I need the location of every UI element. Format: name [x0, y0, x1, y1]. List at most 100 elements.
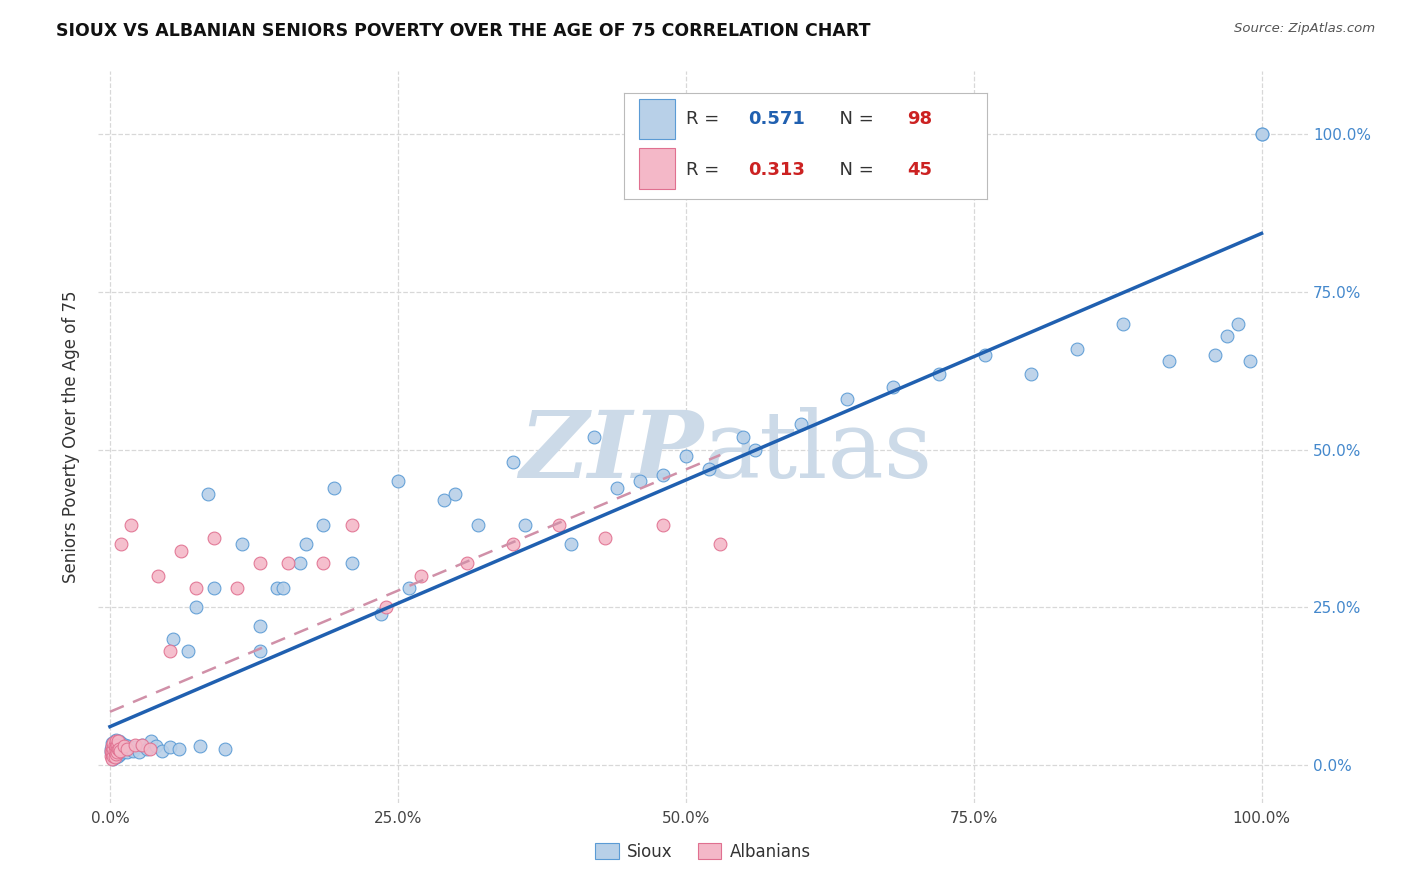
- Point: [1250, 128, 1272, 142]
- Point: [790, 417, 813, 432]
- Point: [101, 739, 124, 753]
- Point: [709, 537, 731, 551]
- Point: [110, 537, 132, 551]
- Point: [103, 745, 125, 759]
- Point: [103, 738, 125, 752]
- Point: [202, 582, 225, 596]
- Point: [467, 518, 489, 533]
- Point: [101, 739, 124, 753]
- Point: [103, 745, 125, 759]
- Point: [105, 738, 128, 752]
- Point: [214, 742, 236, 756]
- Point: [593, 531, 616, 545]
- Point: [103, 748, 125, 763]
- Point: [104, 734, 127, 748]
- Point: [398, 582, 420, 596]
- Point: [370, 607, 392, 621]
- Point: [103, 742, 125, 756]
- Point: [105, 745, 128, 759]
- Point: [606, 481, 628, 495]
- Point: [108, 745, 131, 759]
- Point: [107, 744, 129, 758]
- Point: [105, 742, 128, 756]
- Point: [100, 742, 122, 756]
- Point: [104, 750, 127, 764]
- Point: [186, 582, 208, 596]
- Point: [103, 752, 125, 766]
- Point: [651, 467, 673, 482]
- Point: [115, 742, 138, 756]
- Point: [110, 742, 132, 756]
- Point: [101, 745, 124, 759]
- Point: [117, 739, 139, 753]
- Point: [101, 748, 124, 763]
- Point: [1227, 317, 1250, 331]
- Point: [120, 742, 142, 756]
- Point: [1250, 128, 1272, 142]
- Text: ZIP: ZIP: [519, 407, 703, 497]
- Point: [231, 537, 253, 551]
- Point: [249, 556, 271, 570]
- Point: [502, 537, 524, 551]
- Point: [340, 556, 363, 570]
- Point: [139, 742, 162, 756]
- Point: [124, 740, 146, 755]
- Point: [170, 543, 193, 558]
- Point: [225, 582, 247, 596]
- Point: [733, 430, 755, 444]
- Point: [1112, 317, 1135, 331]
- Point: [312, 518, 335, 533]
- Point: [186, 600, 208, 615]
- Text: atlas: atlas: [703, 407, 932, 497]
- Point: [103, 744, 125, 758]
- Point: [104, 747, 127, 761]
- Y-axis label: Seniors Poverty Over the Age of 75: Seniors Poverty Over the Age of 75: [62, 291, 80, 583]
- Point: [433, 493, 456, 508]
- Point: [103, 739, 125, 753]
- Point: [112, 739, 135, 753]
- Point: [124, 738, 146, 752]
- Point: [115, 745, 138, 759]
- Point: [104, 744, 127, 758]
- Point: [513, 518, 536, 533]
- Point: [110, 739, 132, 753]
- Point: [835, 392, 858, 407]
- Point: [104, 732, 127, 747]
- Point: [177, 644, 200, 658]
- Point: [1216, 329, 1239, 343]
- Point: [120, 518, 142, 533]
- Point: [266, 582, 288, 596]
- Point: [145, 739, 167, 753]
- Point: [101, 752, 124, 766]
- Point: [271, 582, 294, 596]
- Point: [288, 556, 311, 570]
- Point: [114, 738, 136, 752]
- Point: [548, 518, 571, 533]
- Point: [122, 744, 145, 758]
- Point: [312, 556, 335, 570]
- Point: [582, 430, 605, 444]
- Point: [159, 740, 181, 755]
- Point: [249, 644, 271, 658]
- Point: [375, 600, 398, 615]
- Point: [107, 736, 129, 750]
- Point: [456, 556, 478, 570]
- Point: [131, 738, 153, 752]
- Point: [1066, 342, 1088, 356]
- Point: [108, 740, 131, 755]
- Point: [128, 745, 150, 759]
- Point: [882, 379, 904, 393]
- Point: [108, 742, 131, 756]
- Point: [560, 537, 582, 551]
- Point: [103, 739, 125, 753]
- Text: Source: ZipAtlas.com: Source: ZipAtlas.com: [1234, 22, 1375, 36]
- Point: [148, 569, 170, 583]
- Point: [110, 744, 132, 758]
- Point: [104, 740, 127, 755]
- Point: [409, 569, 432, 583]
- Point: [202, 531, 225, 545]
- Point: [110, 747, 132, 761]
- Point: [1239, 354, 1261, 368]
- Point: [105, 747, 128, 761]
- Point: [103, 736, 125, 750]
